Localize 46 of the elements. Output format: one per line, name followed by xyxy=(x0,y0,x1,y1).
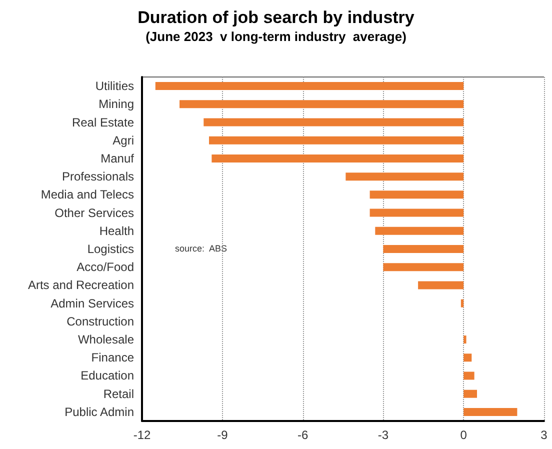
bar xyxy=(464,408,518,416)
x-tick-label: -12 xyxy=(133,428,151,442)
bar xyxy=(464,372,474,380)
bar xyxy=(375,226,464,235)
y-tick-label: Manuf xyxy=(100,151,135,166)
y-tick-label: Wholesale xyxy=(78,332,134,347)
bar xyxy=(370,208,464,217)
y-tick-label: Acco/Food xyxy=(76,260,134,274)
bar xyxy=(383,245,464,253)
bar xyxy=(383,263,464,272)
y-tick-label: Professionals xyxy=(62,170,134,184)
bar xyxy=(204,118,464,126)
y-tick-label: Health xyxy=(99,224,134,238)
x-tick-label: 0 xyxy=(460,428,468,442)
y-tick-label: Finance xyxy=(91,350,134,365)
bar xyxy=(155,82,464,90)
bar xyxy=(464,354,472,362)
bar xyxy=(180,100,464,108)
y-tick-label: Admin Services xyxy=(50,296,134,310)
y-tick-label: Media and Telecs xyxy=(40,188,134,202)
chart-title: Duration of job search by industry xyxy=(138,8,415,27)
y-tick-label: Utilities xyxy=(95,79,134,94)
bar xyxy=(460,299,464,308)
y-tick-label: Agri xyxy=(112,133,134,148)
bar xyxy=(464,336,466,344)
y-tick-label: Logistics xyxy=(87,242,134,256)
y-tick-label: Arts and Recreation xyxy=(28,278,134,292)
x-tick-label: -6 xyxy=(297,428,308,442)
y-tick-label: Real Estate xyxy=(72,115,134,130)
bar xyxy=(464,390,477,398)
y-tick-label: Public Admin xyxy=(64,404,134,419)
bar xyxy=(212,154,464,162)
bar xyxy=(346,172,464,181)
x-tick-label: 3 xyxy=(540,428,548,442)
chart-subtitle: (June 2023 v long-term industry average) xyxy=(146,29,406,44)
annotation: source: ABS xyxy=(175,244,228,254)
bar xyxy=(370,190,464,199)
bar xyxy=(209,136,464,144)
x-tick-label: -3 xyxy=(378,428,389,442)
y-tick-label: Retail xyxy=(103,386,134,401)
x-tick-label: -9 xyxy=(217,428,228,442)
y-tick-label: Mining xyxy=(98,97,134,112)
y-tick-label: Other Services xyxy=(54,206,134,220)
y-tick-label: Construction xyxy=(66,314,134,328)
bar xyxy=(418,281,464,290)
y-tick-label: Education xyxy=(80,368,134,383)
